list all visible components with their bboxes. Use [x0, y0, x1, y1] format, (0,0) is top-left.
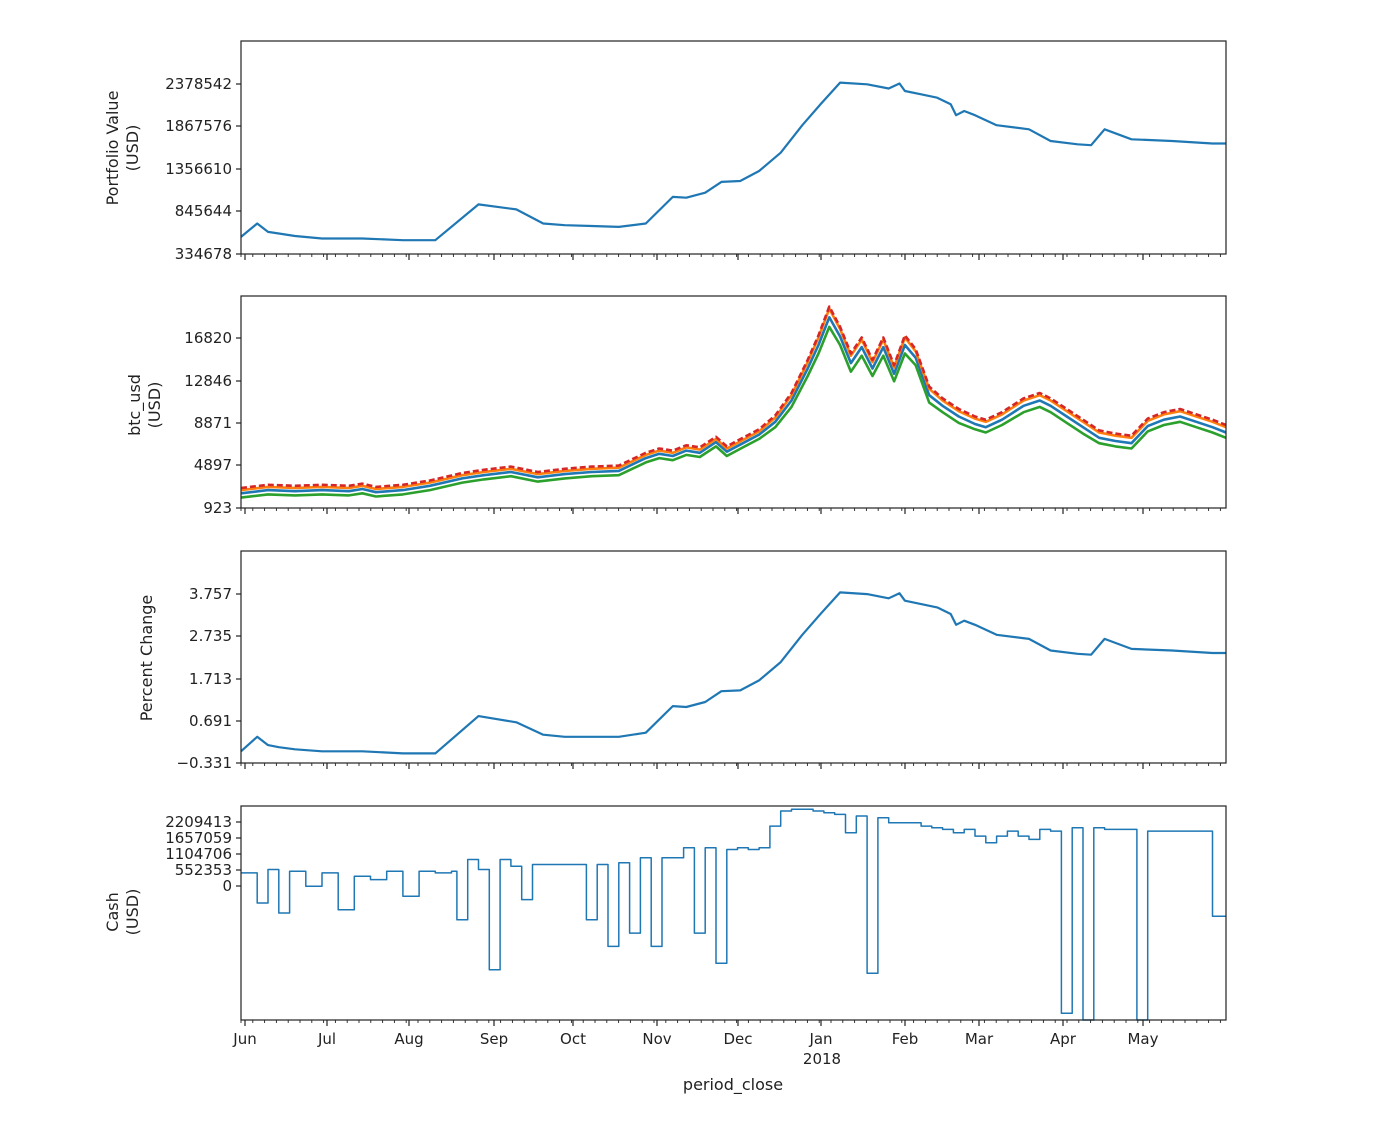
y-tick-label-0-2: 1356610 — [165, 160, 232, 178]
portfolio-ylabel-line1: Portfolio Value — [103, 91, 122, 206]
y-tick-label-2-3: 2.735 — [189, 627, 232, 645]
year-label: 2018 — [803, 1050, 841, 1068]
series-line-2-0 — [240, 591, 1226, 755]
cash-ylabel-line1: Cash — [103, 892, 122, 931]
percent-ylabel: Percent Change — [137, 595, 156, 722]
portfolio-value-panel: Portfolio Value (USD) 334678 845644 135661… — [103, 40, 1227, 263]
month-label-oct: Oct — [560, 1030, 586, 1048]
month-label-nov: Nov — [642, 1030, 671, 1048]
btc-ylabel-line2: (USD) — [145, 382, 164, 429]
month-label-mar: Mar — [965, 1030, 994, 1048]
y-tick-label-1-3: 12846 — [184, 372, 232, 390]
y-tick-label-1-2: 8871 — [194, 414, 232, 432]
y-tick-label-3-2: 1104706 — [165, 845, 232, 863]
btc-usd-panel: btc_usd (USD) 923 4897 8871 12846 16820 — [125, 295, 1227, 517]
series-line-1-0 — [240, 316, 1227, 495]
cash-ylabel-line2: (USD) — [123, 889, 142, 936]
y-tick-label-2-2: 1.713 — [189, 670, 232, 688]
y-tick-label-3-1: 552353 — [175, 861, 232, 879]
y-tick-label-0-4: 2378542 — [165, 75, 232, 93]
y-tick-label-3-4: 2209413 — [165, 813, 232, 831]
y-tick-label-0-1: 845644 — [175, 202, 232, 220]
y-tick-label-1-1: 4897 — [194, 456, 232, 474]
month-label-jan: Jan — [808, 1030, 832, 1048]
y-tick-label-1-0: 923 — [203, 499, 232, 517]
axes-frame-3 — [240, 805, 1227, 1021]
y-tick-label-1-4: 16820 — [184, 329, 232, 347]
month-label-dec: Dec — [723, 1030, 752, 1048]
axes-frame-0 — [240, 40, 1227, 255]
y-tick-label-0-0: 334678 — [175, 245, 232, 263]
y-tick-label-2-1: 0.691 — [189, 712, 232, 730]
series-line-0-0 — [240, 81, 1226, 242]
x-axis: Jun Jul Aug Sep Oct Nov Dec Jan Feb Mar Apr May — [232, 1030, 1158, 1048]
y-tick-label-3-0: 0 — [222, 877, 232, 895]
y-tick-label-2-0: −0.331 — [176, 754, 232, 772]
month-label-aug: Aug — [394, 1030, 423, 1048]
percent-change-panel: Percent Change −0.331 0.691 1.713 2.735 3.75… — [137, 550, 1227, 772]
axes-frame-2 — [240, 550, 1227, 764]
month-label-jun: Jun — [232, 1030, 256, 1048]
btc-ylabel-line1: btc_usd — [125, 374, 145, 436]
series-line-1-1 — [240, 307, 1227, 492]
series-line-1-2 — [240, 325, 1227, 499]
y-tick-label-0-3: 1867576 — [165, 117, 232, 135]
month-label-jul: Jul — [317, 1030, 336, 1048]
y-tick-label-3-3: 1657059 — [165, 829, 232, 847]
month-label-apr: Apr — [1050, 1030, 1077, 1048]
series-line-1-3 — [240, 305, 1227, 490]
y-tick-label-2-4: 3.757 — [189, 585, 232, 603]
month-label-sep: Sep — [480, 1030, 508, 1048]
x-axis-label: period_close — [683, 1075, 783, 1095]
month-label-feb: Feb — [892, 1030, 919, 1048]
portfolio-ylabel-line2: (USD) — [123, 125, 142, 172]
series-line-3-0 — [241, 808, 1226, 1021]
month-label-may: May — [1127, 1030, 1158, 1048]
axes-frame-1 — [240, 295, 1227, 509]
